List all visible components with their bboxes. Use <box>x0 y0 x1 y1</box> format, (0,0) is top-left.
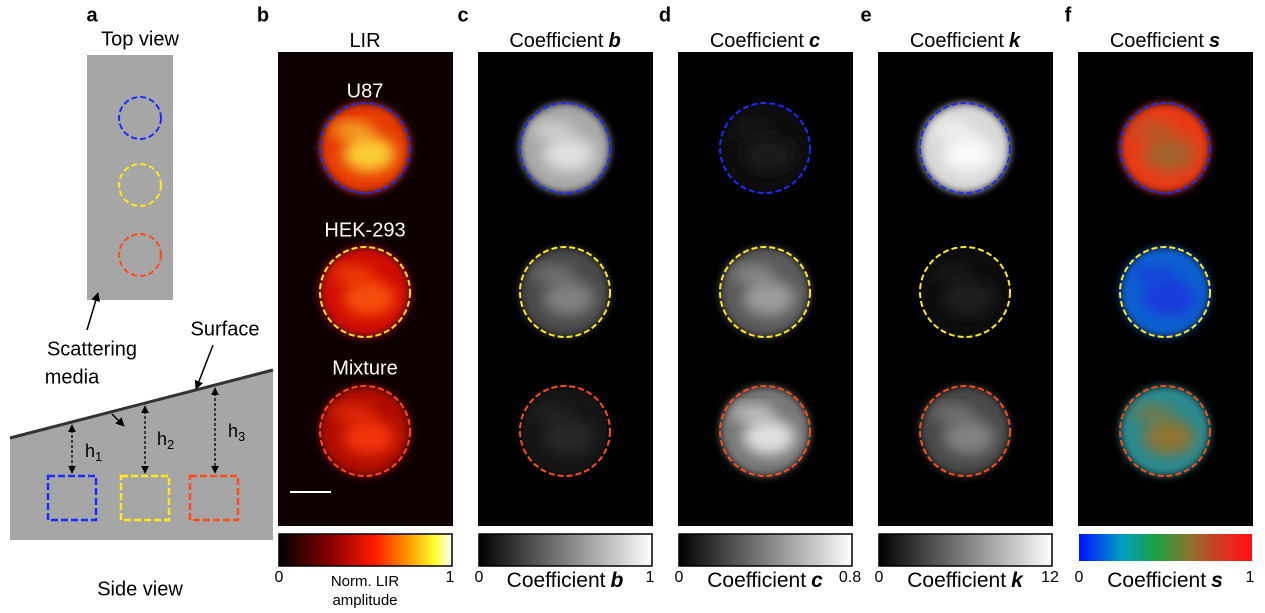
cell-texture <box>731 404 775 422</box>
cell-texture <box>1131 404 1175 422</box>
colorbar <box>479 534 652 566</box>
colorbar-max: 1 <box>1246 569 1255 586</box>
side-view-title: Side view <box>97 578 183 600</box>
colorbar-label-text: Coefficient <box>707 569 806 592</box>
cell-texture <box>343 419 395 455</box>
depth-symbol: h <box>85 441 95 461</box>
colorbar <box>279 534 452 566</box>
colorbar-min: 0 <box>275 569 284 586</box>
colorbar-label-text: Coefficient <box>907 569 1006 592</box>
cell-texture <box>543 280 595 316</box>
panel-title-symbol: s <box>1209 30 1220 52</box>
colorbar-max: 1 <box>446 569 455 586</box>
colorbar-min: 0 <box>475 569 484 586</box>
top-view-title: Top view <box>101 28 179 50</box>
cell-texture <box>531 121 575 139</box>
colorbar-label-symbol: k <box>1011 569 1024 592</box>
cell-texture <box>931 121 975 139</box>
colorbar-label-symbol: b <box>611 569 624 592</box>
figure: aTop viewScatteringmediaSurfaceh1h2h3Sid… <box>0 0 1265 613</box>
depth-symbol: h <box>228 421 238 441</box>
cell-texture <box>943 280 995 316</box>
cell-texture <box>943 136 995 172</box>
colorbar <box>879 534 1052 566</box>
cell-texture <box>343 136 395 172</box>
panel-title-text: Coefficient <box>710 30 805 52</box>
cell-texture <box>331 121 375 139</box>
colorbar-min: 0 <box>875 569 884 586</box>
colorbar <box>679 534 852 566</box>
cell-texture <box>343 280 395 316</box>
surface-label: Surface <box>191 318 260 340</box>
colorbar-label-symbol: c <box>811 569 823 592</box>
panel-title-text: LIR <box>349 30 380 52</box>
panel-letter: e <box>860 4 871 26</box>
colorbar <box>1079 534 1252 561</box>
depth-symbol: h <box>157 429 167 449</box>
panel-letter: c <box>457 4 468 26</box>
panel-title: LIR <box>349 30 380 52</box>
cell-texture <box>531 265 575 283</box>
panel-letter: b <box>257 4 269 26</box>
cell-texture <box>1143 280 1195 316</box>
cell-texture <box>931 404 975 422</box>
cell-texture <box>1131 121 1175 139</box>
panel-letter: d <box>659 4 671 26</box>
cell-texture <box>543 419 595 455</box>
colorbar-max: 12 <box>1041 569 1059 586</box>
cell-texture <box>1143 419 1195 455</box>
cell-texture <box>731 265 775 283</box>
colorbar-label-text: Coefficient <box>507 569 606 592</box>
panel-letter: f <box>1065 4 1072 26</box>
cell-texture <box>743 280 795 316</box>
panel-title-symbol: b <box>608 30 620 52</box>
sample-label: HEK-293 <box>324 219 405 241</box>
colorbar-max: 0.8 <box>839 569 861 586</box>
depth-index: 1 <box>95 449 102 464</box>
cell-texture <box>743 419 795 455</box>
colorbar-min: 0 <box>675 569 684 586</box>
panel-letter: a <box>86 4 98 26</box>
cell-texture <box>1131 265 1175 283</box>
panel-title: Coefficientc <box>710 30 820 52</box>
panel-title-symbol: c <box>809 30 820 52</box>
pointer-arrow <box>196 345 213 389</box>
panel-title-text: Coefficient <box>1110 30 1205 52</box>
cell-texture <box>943 419 995 455</box>
page: aTop viewScatteringmediaSurfaceh1h2h3Sid… <box>0 0 1265 613</box>
cell-texture <box>931 265 975 283</box>
sample-label: Mixture <box>332 357 398 379</box>
cell-texture <box>531 404 575 422</box>
depth-index: 2 <box>167 437 174 452</box>
side-view-media <box>10 370 273 540</box>
depth-index: 3 <box>238 429 245 444</box>
cell-texture <box>543 136 595 172</box>
colorbar-label-text: Coefficient <box>1107 569 1206 592</box>
cell-texture <box>743 136 795 172</box>
colorbar-label: Norm. LIR <box>331 573 400 590</box>
panel-title-text: Coefficient <box>509 30 604 52</box>
top-view-media <box>87 55 173 300</box>
panel-title-symbol: k <box>1009 30 1021 52</box>
colorbar-max: 1 <box>646 569 655 586</box>
media-label: media <box>45 366 100 388</box>
cell-texture <box>731 121 775 139</box>
colorbar-min: 0 <box>1075 569 1084 586</box>
cell-texture <box>331 404 375 422</box>
panel-title-text: Coefficient <box>910 30 1005 52</box>
colorbar-label: amplitude <box>332 592 397 609</box>
cell-texture <box>1143 136 1195 172</box>
sample-label: U87 <box>347 80 384 102</box>
cell-texture <box>331 265 375 283</box>
colorbar-label-symbol: s <box>1211 569 1223 592</box>
media-label: Scattering <box>47 338 137 360</box>
